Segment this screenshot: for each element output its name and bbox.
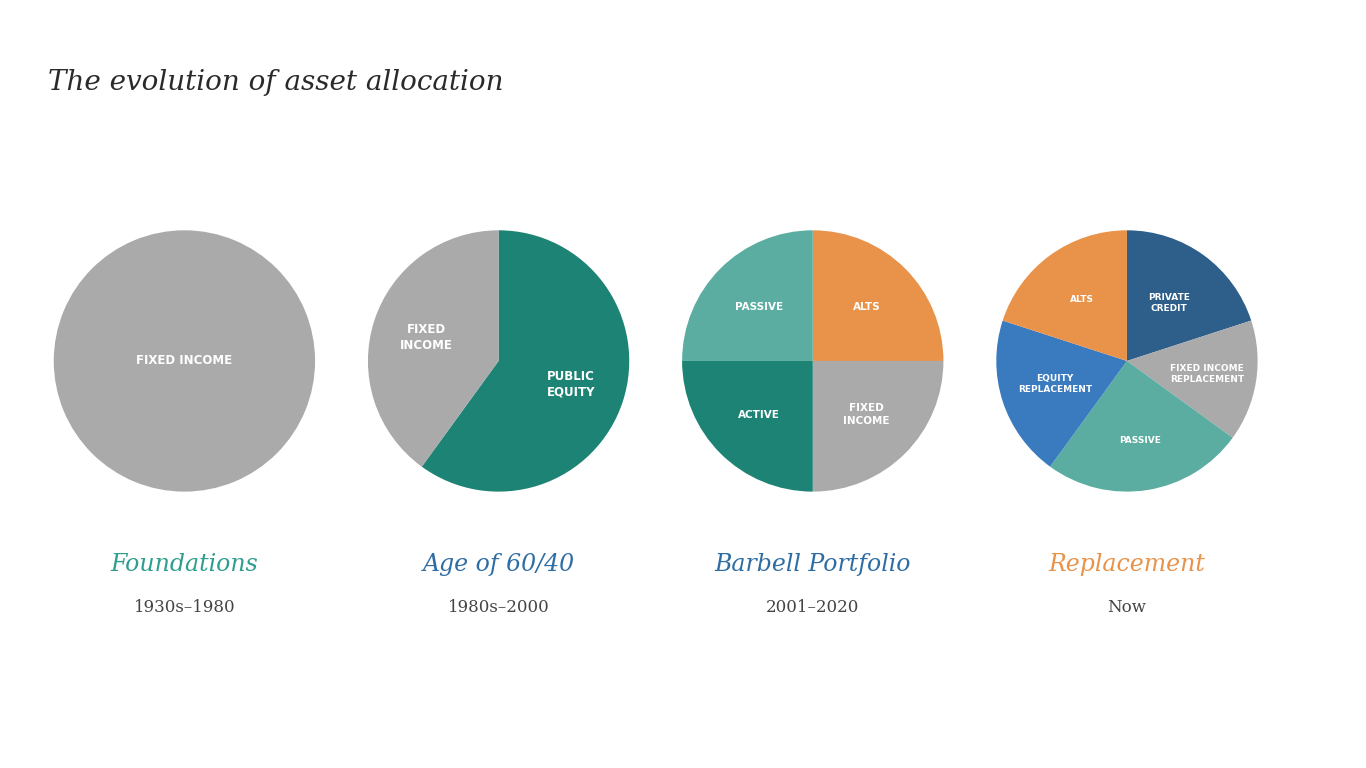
- Text: ALTS: ALTS: [1071, 295, 1094, 304]
- Wedge shape: [1003, 230, 1127, 361]
- Text: FIXED
INCOME: FIXED INCOME: [400, 323, 454, 352]
- Wedge shape: [422, 230, 630, 492]
- Text: FIXED
INCOME: FIXED INCOME: [843, 403, 889, 425]
- Wedge shape: [1127, 320, 1258, 438]
- Text: FIXED INCOME
REPLACEMENT: FIXED INCOME REPLACEMENT: [1169, 363, 1244, 384]
- Text: Barbell Portfolio: Barbell Portfolio: [714, 553, 911, 576]
- Text: PUBLIC
EQUITY: PUBLIC EQUITY: [546, 370, 596, 399]
- Text: 1980s–2000: 1980s–2000: [448, 599, 549, 616]
- Text: FIXED INCOME: FIXED INCOME: [137, 355, 232, 367]
- Text: PRIVATE
CREDIT: PRIVATE CREDIT: [1149, 293, 1190, 313]
- Wedge shape: [813, 230, 944, 361]
- Text: PASSIVE: PASSIVE: [735, 303, 783, 313]
- Text: EQUITY
REPLACEMENT: EQUITY REPLACEMENT: [1018, 374, 1091, 395]
- Text: Now: Now: [1108, 599, 1146, 616]
- Text: ACTIVE: ACTIVE: [738, 409, 780, 419]
- Wedge shape: [996, 320, 1127, 467]
- Wedge shape: [1127, 230, 1251, 361]
- Wedge shape: [682, 361, 813, 492]
- Text: Age of 60/40: Age of 60/40: [422, 553, 575, 576]
- Wedge shape: [813, 361, 944, 492]
- Text: Foundations: Foundations: [111, 553, 258, 576]
- Text: PASSIVE: PASSIVE: [1119, 436, 1161, 445]
- Text: Replacement: Replacement: [1049, 553, 1205, 576]
- Wedge shape: [53, 230, 316, 492]
- Wedge shape: [682, 230, 813, 361]
- Wedge shape: [367, 230, 499, 467]
- Text: 1930s–1980: 1930s–1980: [134, 599, 235, 616]
- Text: ALTS: ALTS: [852, 303, 880, 313]
- Wedge shape: [1050, 361, 1232, 492]
- Text: 2001–2020: 2001–2020: [766, 599, 859, 616]
- Text: The evolution of asset allocation: The evolution of asset allocation: [48, 69, 503, 96]
